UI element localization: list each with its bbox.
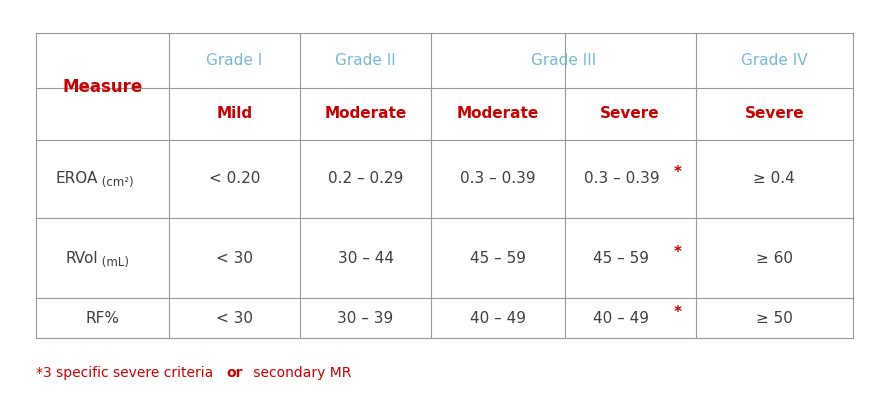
Text: *: * xyxy=(675,165,682,181)
Text: Moderate: Moderate xyxy=(456,106,539,121)
Text: (mL): (mL) xyxy=(98,256,130,269)
Text: Grade II: Grade II xyxy=(336,53,396,68)
Text: < 30: < 30 xyxy=(216,250,253,266)
Text: EROA: EROA xyxy=(56,171,98,186)
Text: Grade IV: Grade IV xyxy=(741,53,808,68)
Text: Mild: Mild xyxy=(216,106,252,121)
Text: Severe: Severe xyxy=(600,106,660,121)
Text: 45 – 59: 45 – 59 xyxy=(470,250,526,266)
Text: < 30: < 30 xyxy=(216,311,253,326)
Text: *3 specific severe criteria: *3 specific severe criteria xyxy=(36,366,218,379)
Text: 0.2 – 0.29: 0.2 – 0.29 xyxy=(328,171,403,186)
Text: RF%: RF% xyxy=(86,311,120,326)
Text: secondary MR: secondary MR xyxy=(250,366,352,379)
Text: (cm²): (cm²) xyxy=(98,177,134,189)
Text: Severe: Severe xyxy=(745,106,804,121)
Text: ≥ 60: ≥ 60 xyxy=(756,250,793,266)
Text: 45 – 59: 45 – 59 xyxy=(593,250,649,266)
Text: or: or xyxy=(227,366,244,379)
Text: RVol: RVol xyxy=(66,250,98,266)
Text: Moderate: Moderate xyxy=(324,106,406,121)
Text: Measure: Measure xyxy=(62,78,143,96)
Text: 30 – 39: 30 – 39 xyxy=(337,311,393,326)
Text: 40 – 49: 40 – 49 xyxy=(470,311,526,326)
Text: *: * xyxy=(675,305,682,320)
Text: ≥ 0.4: ≥ 0.4 xyxy=(753,171,795,186)
Text: 0.3 – 0.39: 0.3 – 0.39 xyxy=(460,171,535,186)
Text: *: * xyxy=(675,245,682,260)
Text: 0.3 – 0.39: 0.3 – 0.39 xyxy=(583,171,659,186)
Text: 40 – 49: 40 – 49 xyxy=(593,311,649,326)
Text: 30 – 44: 30 – 44 xyxy=(337,250,393,266)
Text: ≥ 50: ≥ 50 xyxy=(756,311,793,326)
Text: Grade I: Grade I xyxy=(207,53,263,68)
Text: Grade III: Grade III xyxy=(531,53,596,68)
Text: < 0.20: < 0.20 xyxy=(208,171,260,186)
